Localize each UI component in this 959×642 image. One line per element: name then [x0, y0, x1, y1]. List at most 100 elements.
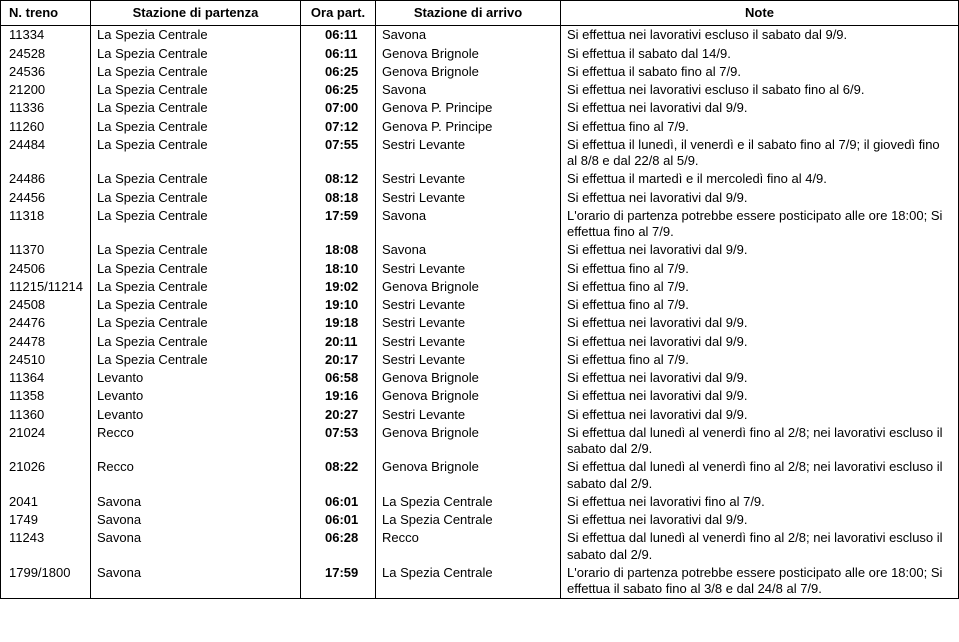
- cell-note: Si effettua nei lavorativi dal 9/9.: [561, 314, 959, 332]
- cell-arrivo: Genova P. Principe: [376, 118, 561, 136]
- table-row: 11360Levanto20:27Sestri LevanteSi effett…: [1, 406, 959, 424]
- cell-ora: 06:01: [301, 511, 376, 529]
- table-row: 11243Savona06:28ReccoSi effettua dal lun…: [1, 529, 959, 564]
- cell-ora: 06:25: [301, 81, 376, 99]
- cell-note: Si effettua fino al 7/9.: [561, 296, 959, 314]
- cell-arrivo: Sestri Levante: [376, 406, 561, 424]
- cell-ora: 06:58: [301, 369, 376, 387]
- cell-partenza: Recco: [91, 458, 301, 493]
- cell-partenza: Levanto: [91, 369, 301, 387]
- cell-partenza: La Spezia Centrale: [91, 351, 301, 369]
- cell-partenza: Savona: [91, 564, 301, 599]
- cell-treno: 11336: [1, 99, 91, 117]
- cell-note: L'orario di partenza potrebbe essere pos…: [561, 564, 959, 599]
- col-header-treno: N. treno: [1, 1, 91, 26]
- table-header-row: N. treno Stazione di partenza Ora part. …: [1, 1, 959, 26]
- cell-partenza: La Spezia Centrale: [91, 99, 301, 117]
- table-row: 24478La Spezia Centrale20:11Sestri Levan…: [1, 333, 959, 351]
- cell-note: Si effettua il lunedì, il venerdì e il s…: [561, 136, 959, 171]
- cell-arrivo: Genova Brignole: [376, 387, 561, 405]
- table-row: 24508La Spezia Centrale19:10Sestri Levan…: [1, 296, 959, 314]
- cell-ora: 08:18: [301, 189, 376, 207]
- cell-partenza: La Spezia Centrale: [91, 81, 301, 99]
- table-row: 21024Recco07:53Genova BrignoleSi effettu…: [1, 424, 959, 459]
- cell-note: Si effettua nei lavorativi fino al 7/9.: [561, 493, 959, 511]
- cell-ora: 19:02: [301, 278, 376, 296]
- table-row: 11358Levanto19:16Genova BrignoleSi effet…: [1, 387, 959, 405]
- table-row: 24476La Spezia Centrale19:18Sestri Levan…: [1, 314, 959, 332]
- cell-note: Si effettua nei lavorativi dal 9/9.: [561, 241, 959, 259]
- table-row: 1799/1800Savona17:59La Spezia CentraleL'…: [1, 564, 959, 599]
- cell-treno: 11360: [1, 406, 91, 424]
- cell-treno: 24486: [1, 170, 91, 188]
- cell-note: Si effettua nei lavorativi dal 9/9.: [561, 387, 959, 405]
- col-header-partenza: Stazione di partenza: [91, 1, 301, 26]
- cell-ora: 07:00: [301, 99, 376, 117]
- table-row: 11260La Spezia Centrale07:12Genova P. Pr…: [1, 118, 959, 136]
- cell-ora: 19:16: [301, 387, 376, 405]
- cell-arrivo: Genova Brignole: [376, 369, 561, 387]
- cell-arrivo: Sestri Levante: [376, 260, 561, 278]
- cell-treno: 1749: [1, 511, 91, 529]
- cell-note: Si effettua dal lunedì al venerdì fino a…: [561, 529, 959, 564]
- table-row: 11364Levanto06:58Genova BrignoleSi effet…: [1, 369, 959, 387]
- cell-arrivo: Genova Brignole: [376, 278, 561, 296]
- table-row: 11334La Spezia Centrale06:11SavonaSi eff…: [1, 26, 959, 45]
- cell-arrivo: Genova Brignole: [376, 424, 561, 459]
- cell-treno: 24508: [1, 296, 91, 314]
- cell-treno: 21024: [1, 424, 91, 459]
- table-row: 24536La Spezia Centrale06:25Genova Brign…: [1, 63, 959, 81]
- cell-treno: 24528: [1, 45, 91, 63]
- cell-arrivo: Sestri Levante: [376, 333, 561, 351]
- cell-note: Si effettua nei lavorativi escluso il sa…: [561, 26, 959, 45]
- cell-ora: 20:17: [301, 351, 376, 369]
- table-row: 24506La Spezia Centrale18:10Sestri Levan…: [1, 260, 959, 278]
- cell-partenza: Levanto: [91, 387, 301, 405]
- cell-arrivo: Genova P. Principe: [376, 99, 561, 117]
- cell-treno: 11215/11214: [1, 278, 91, 296]
- table-row: 11336La Spezia Centrale07:00Genova P. Pr…: [1, 99, 959, 117]
- cell-treno: 11260: [1, 118, 91, 136]
- cell-partenza: La Spezia Centrale: [91, 118, 301, 136]
- cell-treno: 24456: [1, 189, 91, 207]
- table-row: 21200La Spezia Centrale06:25SavonaSi eff…: [1, 81, 959, 99]
- cell-arrivo: Sestri Levante: [376, 136, 561, 171]
- cell-treno: 21026: [1, 458, 91, 493]
- cell-note: Si effettua nei lavorativi dal 9/9.: [561, 406, 959, 424]
- cell-partenza: La Spezia Centrale: [91, 333, 301, 351]
- cell-partenza: La Spezia Centrale: [91, 278, 301, 296]
- cell-treno: 11334: [1, 26, 91, 45]
- cell-arrivo: Savona: [376, 81, 561, 99]
- cell-partenza: La Spezia Centrale: [91, 260, 301, 278]
- cell-partenza: Levanto: [91, 406, 301, 424]
- cell-arrivo: Genova Brignole: [376, 63, 561, 81]
- cell-treno: 11364: [1, 369, 91, 387]
- cell-note: Si effettua nei lavorativi dal 9/9.: [561, 189, 959, 207]
- cell-note: Si effettua il sabato dal 14/9.: [561, 45, 959, 63]
- cell-ora: 17:59: [301, 564, 376, 599]
- cell-ora: 18:08: [301, 241, 376, 259]
- cell-note: Si effettua nei lavorativi escluso il sa…: [561, 81, 959, 99]
- cell-note: Si effettua nei lavorativi dal 9/9.: [561, 333, 959, 351]
- cell-treno: 2041: [1, 493, 91, 511]
- cell-partenza: Savona: [91, 529, 301, 564]
- cell-ora: 07:12: [301, 118, 376, 136]
- cell-arrivo: Sestri Levante: [376, 170, 561, 188]
- cell-note: Si effettua il martedì e il mercoledì fi…: [561, 170, 959, 188]
- cell-arrivo: Recco: [376, 529, 561, 564]
- cell-treno: 11358: [1, 387, 91, 405]
- cell-partenza: La Spezia Centrale: [91, 189, 301, 207]
- cell-treno: 11318: [1, 207, 91, 242]
- table-row: 11215/11214La Spezia Centrale19:02Genova…: [1, 278, 959, 296]
- cell-note: Si effettua fino al 7/9.: [561, 351, 959, 369]
- cell-partenza: La Spezia Centrale: [91, 170, 301, 188]
- cell-ora: 19:18: [301, 314, 376, 332]
- table-row: 24528La Spezia Centrale06:11Genova Brign…: [1, 45, 959, 63]
- table-row: 11318La Spezia Centrale17:59SavonaL'orar…: [1, 207, 959, 242]
- cell-partenza: Recco: [91, 424, 301, 459]
- cell-ora: 06:28: [301, 529, 376, 564]
- table-row: 1749Savona06:01La Spezia CentraleSi effe…: [1, 511, 959, 529]
- col-header-note: Note: [561, 1, 959, 26]
- cell-arrivo: La Spezia Centrale: [376, 511, 561, 529]
- cell-ora: 19:10: [301, 296, 376, 314]
